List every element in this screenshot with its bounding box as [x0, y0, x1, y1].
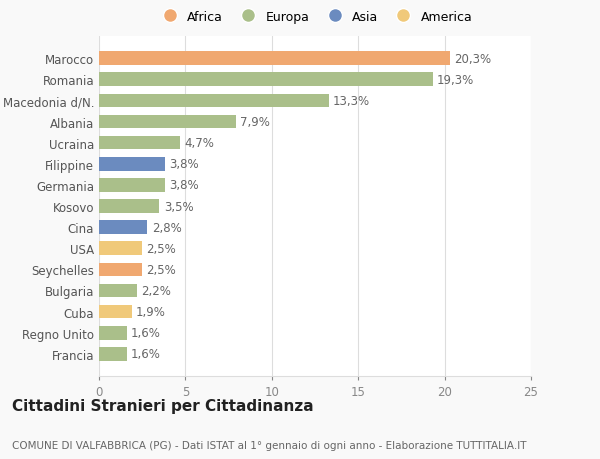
Text: 2,2%: 2,2%	[142, 285, 171, 297]
Bar	[99, 179, 164, 192]
Bar	[99, 115, 236, 129]
Text: COMUNE DI VALFABBRICA (PG) - Dati ISTAT al 1° gennaio di ogni anno - Elaborazion: COMUNE DI VALFABBRICA (PG) - Dati ISTAT …	[12, 440, 527, 450]
Bar	[99, 347, 127, 361]
Bar	[99, 157, 164, 171]
Bar	[99, 263, 142, 277]
Text: 1,6%: 1,6%	[131, 326, 161, 340]
Bar	[99, 284, 137, 298]
Text: 2,5%: 2,5%	[146, 263, 176, 276]
Legend: Africa, Europa, Asia, America: Africa, Europa, Asia, America	[157, 11, 473, 24]
Text: 7,9%: 7,9%	[240, 116, 270, 129]
Bar	[99, 221, 148, 235]
Bar	[99, 73, 433, 87]
Text: 3,5%: 3,5%	[164, 200, 193, 213]
Bar	[99, 94, 329, 108]
Bar	[99, 136, 180, 150]
Bar	[99, 305, 132, 319]
Text: 1,6%: 1,6%	[131, 347, 161, 361]
Bar	[99, 200, 160, 213]
Text: 20,3%: 20,3%	[454, 52, 491, 66]
Text: 19,3%: 19,3%	[437, 73, 474, 87]
Text: Cittadini Stranieri per Cittadinanza: Cittadini Stranieri per Cittadinanza	[12, 398, 314, 413]
Text: 1,9%: 1,9%	[136, 305, 166, 319]
Bar	[99, 52, 450, 66]
Text: 3,8%: 3,8%	[169, 158, 199, 171]
Text: 3,8%: 3,8%	[169, 179, 199, 192]
Text: 2,5%: 2,5%	[146, 242, 176, 255]
Text: 13,3%: 13,3%	[333, 95, 370, 108]
Text: 2,8%: 2,8%	[152, 221, 181, 234]
Text: 4,7%: 4,7%	[185, 137, 214, 150]
Bar	[99, 326, 127, 340]
Bar	[99, 242, 142, 256]
